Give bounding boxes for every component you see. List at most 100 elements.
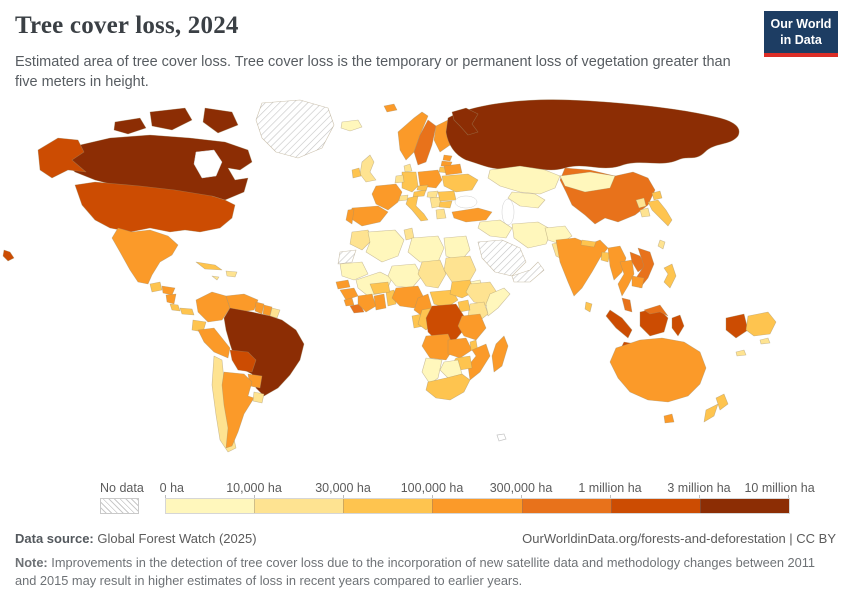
country-burkina-faso[interactable] (369, 281, 391, 295)
country-japan-honshu[interactable] (647, 199, 673, 227)
country-colombia[interactable] (195, 291, 231, 323)
country-senegal[interactable] (335, 279, 351, 290)
country-russia-novaya-zemlya[interactable] (451, 107, 479, 136)
country-cambodia[interactable] (631, 275, 645, 289)
country-ireland[interactable] (351, 167, 362, 179)
country-panama[interactable] (179, 307, 195, 316)
country-indonesia-sulawesi[interactable] (671, 314, 685, 337)
country-switzerland[interactable] (398, 194, 409, 202)
country-poland[interactable] (417, 169, 443, 189)
country-india[interactable] (555, 237, 609, 297)
country-hungary[interactable] (426, 190, 439, 199)
country-russia[interactable] (445, 99, 740, 171)
country-ukraine[interactable] (441, 173, 479, 193)
country-chad[interactable] (417, 259, 447, 289)
country-indonesia-sumatra[interactable] (605, 309, 633, 339)
country-algeria[interactable] (365, 229, 405, 263)
country-argentina[interactable] (221, 371, 255, 449)
country-australia-tasmania[interactable] (663, 413, 675, 424)
country-australia[interactable] (609, 337, 707, 403)
country-guyana[interactable] (254, 301, 265, 315)
country-united-kingdom[interactable] (359, 154, 377, 183)
country-indonesia-papua[interactable] (725, 313, 749, 339)
country-honduras[interactable] (161, 285, 176, 296)
legend-bin-swatch[interactable] (343, 499, 433, 513)
country-bangladesh[interactable] (600, 251, 611, 263)
country-usa-hawaii[interactable] (2, 249, 15, 262)
country-austria[interactable] (412, 189, 427, 198)
country-czechia[interactable] (416, 184, 429, 192)
country-new-zealand-south[interactable] (703, 403, 719, 423)
country-malaysia-borneo[interactable] (643, 304, 669, 317)
country-canada-arctic[interactable] (202, 107, 239, 134)
country-south-africa[interactable] (425, 373, 471, 401)
country-greenland[interactable] (255, 99, 335, 159)
country-mozambique[interactable] (467, 343, 491, 381)
attribution-link[interactable]: OurWorldinData.org/forests-and-deforesta… (522, 531, 836, 546)
country-japan-hokkaido[interactable] (651, 190, 663, 201)
country-usa-alaska[interactable] (37, 137, 87, 179)
country-belarus[interactable] (443, 163, 463, 176)
country-denmark[interactable] (403, 163, 413, 173)
country-romania[interactable] (437, 190, 457, 202)
country-svalbard[interactable] (383, 103, 398, 113)
country-philippines[interactable] (663, 263, 677, 289)
country-brazil[interactable] (223, 307, 305, 397)
country-mauritania[interactable] (339, 261, 369, 281)
country-cuba[interactable] (195, 261, 223, 271)
country-usa[interactable] (74, 181, 236, 233)
country-estonia[interactable] (442, 154, 453, 162)
country-south-korea[interactable] (639, 207, 651, 218)
country-cote-divoire[interactable] (357, 293, 377, 313)
country-north-korea[interactable] (635, 197, 647, 209)
country-nigeria[interactable] (391, 285, 425, 309)
country-taiwan[interactable] (657, 239, 666, 250)
country-mexico[interactable] (111, 227, 179, 285)
country-guatemala[interactable] (149, 281, 163, 293)
country-tanzania[interactable] (457, 313, 487, 341)
country-zambia[interactable] (447, 337, 473, 359)
country-sri-lanka[interactable] (584, 301, 593, 313)
country-syria-iraq[interactable] (477, 219, 513, 239)
country-central-asia[interactable] (507, 191, 546, 209)
country-somalia[interactable] (485, 287, 511, 317)
country-saudi-arabia[interactable] (477, 239, 527, 277)
country-portugal[interactable] (345, 208, 355, 225)
country-morocco[interactable] (349, 229, 373, 251)
country-sweden[interactable] (413, 119, 437, 166)
country-nepal[interactable] (580, 239, 597, 248)
country-bolivia[interactable] (229, 349, 257, 373)
country-nicaragua[interactable] (165, 293, 177, 305)
country-peru[interactable] (197, 327, 231, 359)
country-greece[interactable] (435, 208, 447, 220)
country-new-zealand-north[interactable] (715, 393, 729, 411)
country-angola[interactable] (421, 333, 455, 361)
country-ghana[interactable] (373, 293, 387, 311)
legend-bin-swatch[interactable] (432, 499, 522, 513)
legend-bin-swatch[interactable] (254, 499, 344, 513)
country-niger[interactable] (387, 263, 423, 289)
owid-logo[interactable]: Our World in Data (764, 11, 838, 58)
country-french-guiana[interactable] (269, 307, 281, 319)
country-jamaica[interactable] (211, 275, 220, 281)
country-hispaniola[interactable] (225, 270, 238, 278)
legend-bin-swatch[interactable] (166, 499, 255, 513)
country-kazakhstan[interactable] (487, 165, 561, 195)
country-new-caledonia[interactable] (735, 349, 747, 357)
country-iran[interactable] (511, 221, 553, 249)
country-germany[interactable] (401, 171, 419, 193)
country-spain[interactable] (349, 205, 389, 227)
country-canada-arctic[interactable] (149, 107, 193, 131)
country-solomon-islands[interactable] (759, 337, 771, 345)
kerguelen-islands[interactable] (496, 433, 507, 442)
legend-no-data-swatch[interactable] (100, 498, 139, 514)
country-france[interactable] (371, 183, 403, 211)
country-iceland[interactable] (340, 119, 363, 132)
country-western-sahara[interactable] (337, 249, 357, 265)
country-malaysia[interactable] (621, 297, 633, 313)
country-mongolia-top[interactable] (559, 171, 616, 193)
country-myanmar[interactable] (607, 245, 627, 281)
country-canada-arctic[interactable] (113, 117, 147, 135)
country-guinea[interactable] (339, 287, 359, 301)
legend-bin-swatch[interactable] (610, 499, 700, 513)
